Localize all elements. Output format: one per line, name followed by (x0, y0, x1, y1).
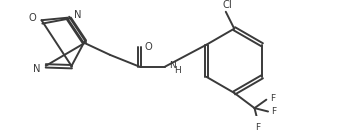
Text: N: N (74, 10, 82, 20)
Text: Cl: Cl (223, 0, 232, 10)
Text: F: F (270, 94, 275, 103)
Text: F: F (255, 123, 260, 131)
Text: N: N (33, 64, 41, 74)
Text: H: H (174, 66, 181, 75)
Text: O: O (145, 42, 152, 52)
Text: N: N (169, 61, 176, 70)
Text: F: F (271, 107, 277, 116)
Text: O: O (29, 13, 37, 23)
